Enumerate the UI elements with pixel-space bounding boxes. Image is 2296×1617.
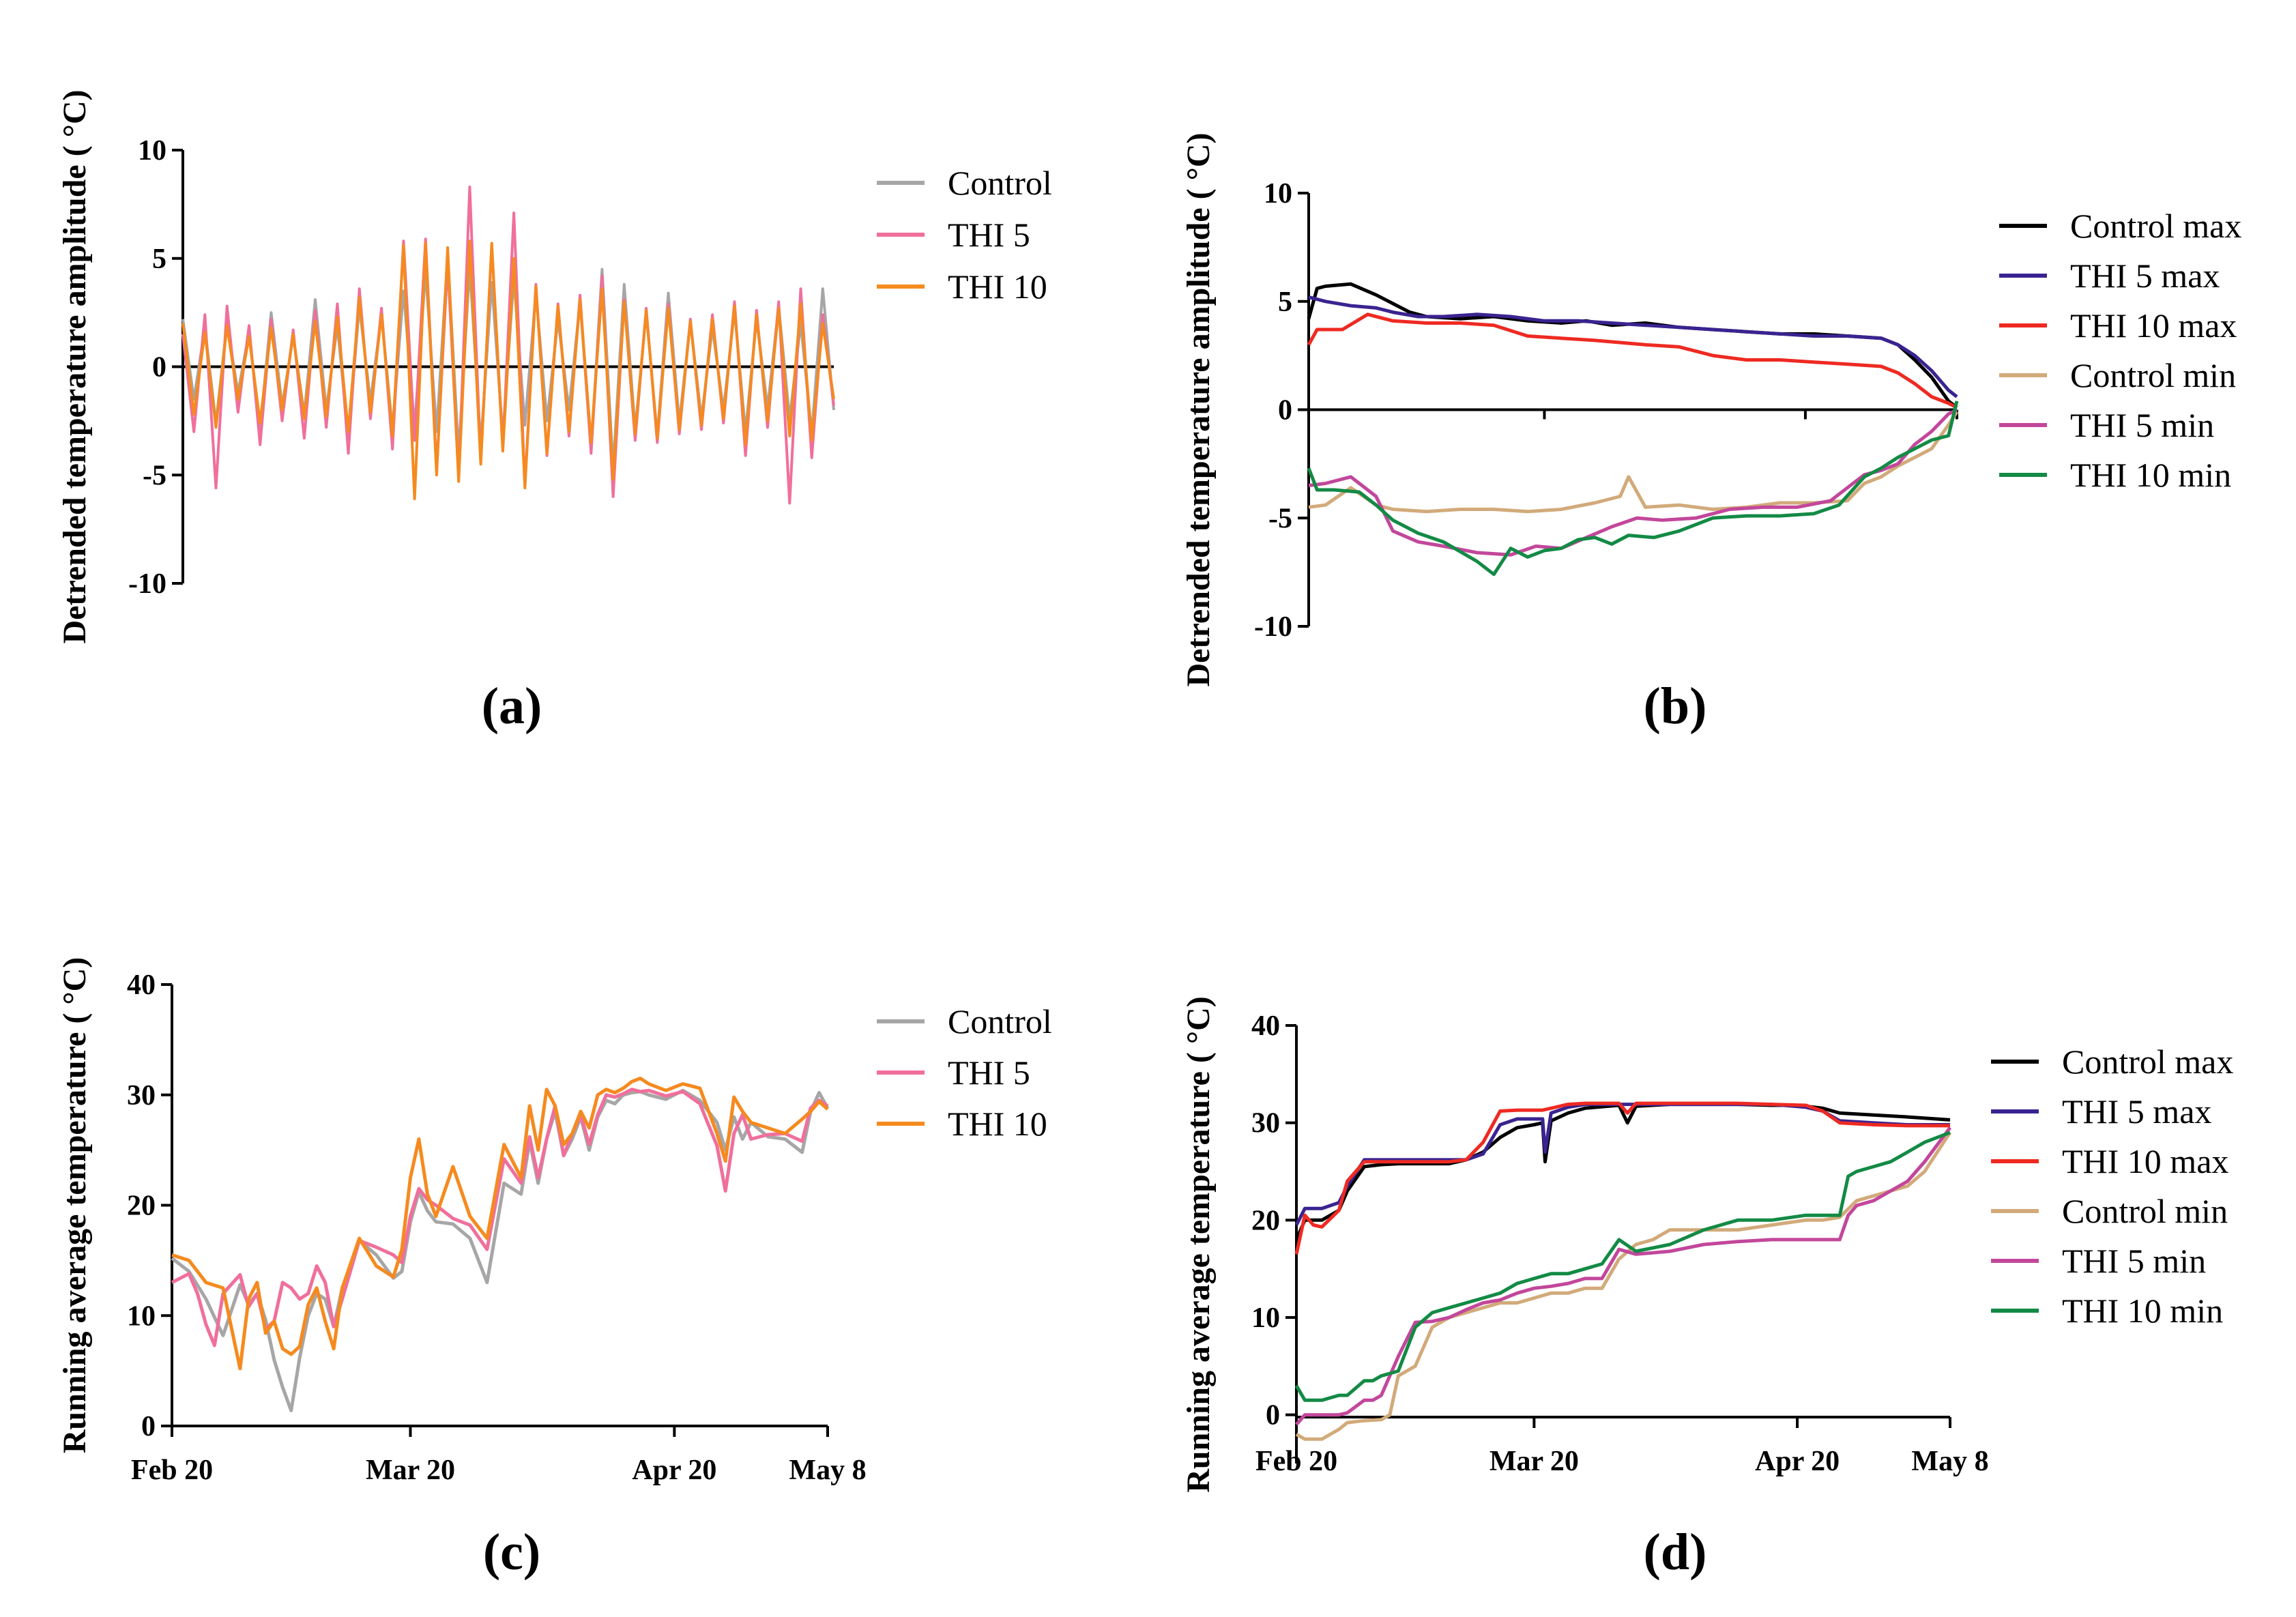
y-tick-label: -10 [1254, 611, 1292, 643]
y-tick-label: 5 [1278, 287, 1292, 318]
series-line-thi-10-min [1307, 400, 1959, 577]
legend-label: Control max [2062, 1043, 2233, 1081]
legend-label: THI 10 max [2070, 306, 2237, 345]
panel-d: 40 30 20 10 0 Feb 20 Mar 20 Apr 20 May 8 Running … [1180, 996, 2233, 1581]
panel-a: 10 5 0 -5 -10 Detrended temperature amplitude… [57, 90, 1052, 735]
series-line-control [171, 1088, 830, 1412]
series-line-thi-5-max [1308, 295, 1958, 398]
panel-c: 40 30 20 10 0 Feb 20 Mar 20 Apr 20 May 8 Running … [57, 957, 1052, 1581]
series-line-thi-10 [181, 239, 835, 501]
legend-label: Control min [2070, 356, 2236, 394]
y-tick-label: 20 [127, 1191, 156, 1222]
y-tick-label: 5 [152, 244, 166, 275]
legend-label: THI 10 min [2070, 456, 2231, 494]
panel-label: (c) [483, 1524, 540, 1581]
y-tick-label: 40 [127, 970, 156, 1001]
x-tick-label: Feb 20 [1255, 1446, 1337, 1477]
y-tick-label: 0 [1278, 395, 1292, 426]
y-tick-label: 30 [127, 1080, 156, 1111]
x-tick-label: Apr 20 [1755, 1446, 1840, 1477]
y-tick-label: 10 [1251, 1302, 1280, 1334]
y-axis-label: Detrended temperature amplitude ( °C) [1180, 133, 1217, 687]
x-tick-label: May 8 [789, 1455, 866, 1486]
x-tick-label: Apr 20 [632, 1455, 716, 1486]
series-line-thi-10-min [1294, 1131, 1951, 1402]
legend-label: Control [948, 1002, 1052, 1040]
legend-label: Control max [2070, 207, 2241, 245]
panel-b: 10 5 0 -5 -10 Detrended temperature amplitude… [1180, 133, 2241, 735]
legend-label: Control min [2062, 1192, 2228, 1230]
x-tick-label: May 8 [1911, 1446, 1988, 1477]
y-tick-label: -10 [128, 568, 166, 600]
y-tick-label: 10 [127, 1300, 156, 1332]
legend-label: THI 5 min [2062, 1242, 2206, 1280]
series-line-thi-10-max [1307, 312, 1958, 409]
legend-label: THI 5 max [2062, 1092, 2211, 1131]
y-tick-label: 40 [1251, 1010, 1280, 1042]
y-tick-label: 0 [1266, 1400, 1280, 1431]
y-tick-label: -5 [1268, 503, 1292, 534]
legend-label: THI 5 [948, 1053, 1030, 1092]
series-line-thi-10 [171, 1077, 829, 1371]
y-tick-label: -5 [143, 460, 166, 491]
legend-label: THI 5 min [2070, 406, 2214, 444]
legend-label: THI 10 max [2062, 1142, 2228, 1180]
y-tick-label: 10 [138, 135, 166, 166]
series-line-thi-10-max [1294, 1101, 1950, 1255]
legend-label: Control [948, 164, 1052, 202]
y-tick-label: 30 [1251, 1108, 1280, 1139]
legend-label: THI 10 min [2062, 1292, 2223, 1330]
x-tick-label: Mar 20 [1490, 1446, 1579, 1477]
x-tick-label: Feb 20 [131, 1455, 213, 1486]
y-tick-label: 20 [1251, 1205, 1280, 1236]
y-tick-label: 0 [152, 352, 166, 383]
series-line-control-max [1307, 282, 1958, 409]
series-line-thi-5-min [1295, 1126, 1952, 1426]
legend-label: THI 5 max [2070, 257, 2220, 295]
panel-label: (b) [1644, 678, 1707, 735]
y-axis-label: Running average temperature ( °C) [57, 957, 93, 1454]
series-line-thi-5-min [1308, 408, 1958, 557]
x-tick-label: Mar 20 [366, 1455, 455, 1486]
legend-label: THI 5 [948, 216, 1030, 254]
series-line-control-min [1308, 411, 1959, 514]
y-axis-label: Running average temperature ( °C) [1180, 996, 1217, 1493]
panel-label: (a) [482, 678, 542, 735]
panel-label: (d) [1644, 1524, 1707, 1581]
y-axis-label: Detrended temperature amplitude ( °C) [57, 90, 93, 644]
y-tick-label: 0 [141, 1411, 156, 1442]
legend-label: THI 10 [948, 267, 1047, 306]
y-tick-label: 10 [1264, 178, 1292, 209]
legend-label: THI 10 [948, 1105, 1047, 1143]
series-line-control-min [1295, 1131, 1952, 1441]
